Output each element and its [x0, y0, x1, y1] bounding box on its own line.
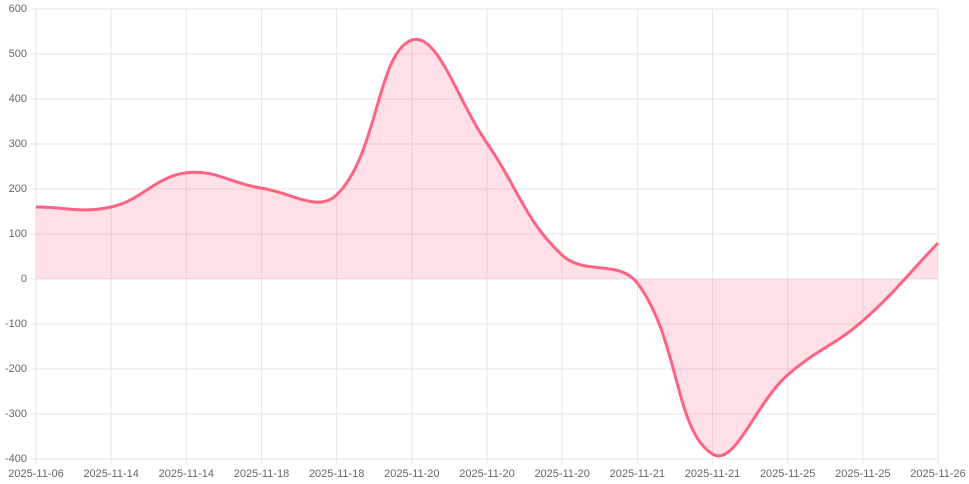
x-tick-label: 2025-11-14: [83, 468, 138, 480]
y-tick-label: 200: [9, 183, 27, 195]
y-tick-label: -100: [5, 318, 27, 330]
x-tick-label: 2025-11-20: [534, 468, 589, 480]
x-tick-label: 2025-11-21: [610, 468, 665, 480]
y-tick-label: -400: [5, 453, 27, 465]
y-tick-label: 500: [9, 48, 27, 60]
area: [36, 39, 938, 456]
y-tick-label: 600: [9, 3, 27, 15]
x-tick-label: 2025-11-21: [685, 468, 740, 480]
x-tick-label: 2025-11-20: [384, 468, 439, 480]
x-tick-label: 2025-11-06: [8, 468, 63, 480]
y-tick-label: 400: [9, 93, 27, 105]
line: [35, 37, 940, 458]
x-tick-label: 2025-11-26: [910, 468, 965, 480]
x-tick-label: 2025-11-14: [159, 468, 214, 480]
x-tick-label: 2025-11-20: [459, 468, 514, 480]
x-tick-label: 2025-11-25: [760, 468, 815, 480]
x-tick-label: 2025-11-18: [234, 468, 289, 480]
x-tick-label: 2025-11-25: [835, 468, 890, 480]
y-tick-label: -300: [5, 408, 27, 420]
y-tick-label: 300: [9, 138, 27, 150]
x-tick-label: 2025-11-18: [309, 468, 364, 480]
y-tick-label: -200: [5, 363, 27, 375]
y-tick-label: 0: [21, 273, 27, 285]
y-tick-label: 100: [9, 228, 27, 240]
